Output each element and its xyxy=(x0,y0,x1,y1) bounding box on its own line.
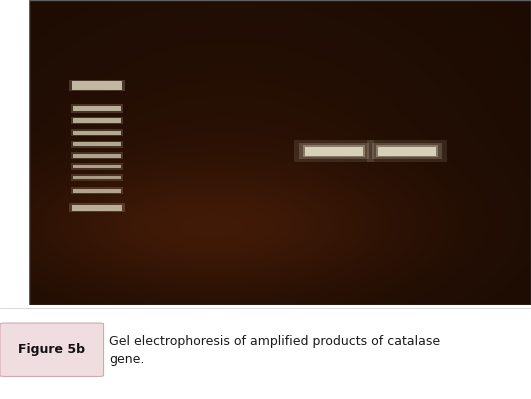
Bar xyxy=(367,140,447,162)
Bar xyxy=(71,117,123,124)
Bar xyxy=(73,154,121,158)
Bar xyxy=(71,152,123,159)
Bar xyxy=(299,143,369,159)
Bar xyxy=(73,142,121,146)
Bar xyxy=(70,80,125,91)
Bar xyxy=(378,146,435,156)
Bar xyxy=(72,81,122,90)
Bar xyxy=(376,145,438,157)
Bar xyxy=(73,176,121,180)
Bar xyxy=(71,129,123,136)
Bar xyxy=(294,140,374,162)
Bar xyxy=(303,145,365,157)
Bar xyxy=(73,130,121,135)
Bar xyxy=(71,104,123,113)
Bar xyxy=(305,146,363,156)
Bar xyxy=(372,143,442,159)
Bar xyxy=(71,163,123,170)
Text: Figure 5b: Figure 5b xyxy=(18,343,85,356)
Bar xyxy=(73,118,121,123)
Bar xyxy=(72,205,122,211)
Bar xyxy=(71,174,123,181)
FancyBboxPatch shape xyxy=(0,323,104,377)
Bar xyxy=(71,141,123,148)
Bar xyxy=(73,106,121,111)
Bar xyxy=(73,164,121,168)
Bar xyxy=(73,189,121,193)
Bar xyxy=(70,203,125,212)
Text: Gel electrophoresis of amplified products of catalase
gene.: Gel electrophoresis of amplified product… xyxy=(109,335,440,366)
Bar xyxy=(71,187,123,194)
